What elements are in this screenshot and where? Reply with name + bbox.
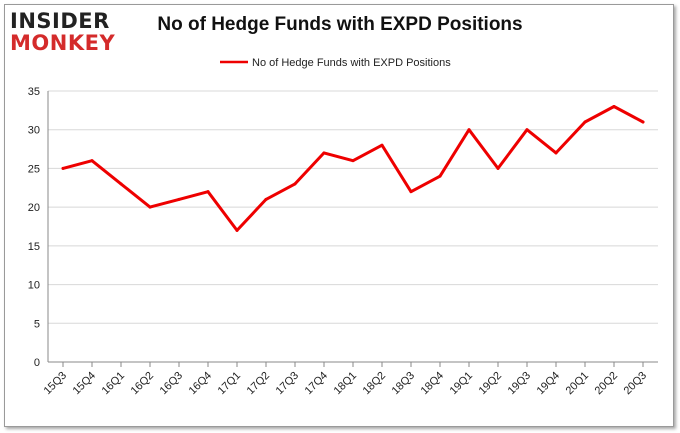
x-tick-label: 16Q4 bbox=[187, 370, 215, 398]
x-tick-label: 17Q3 bbox=[274, 370, 302, 398]
x-tick-label: 17Q1 bbox=[216, 370, 244, 398]
x-tick-label: 20Q3 bbox=[622, 370, 650, 398]
y-tick-label: 25 bbox=[28, 163, 40, 175]
x-tick-label: 19Q2 bbox=[477, 370, 505, 398]
data-point bbox=[351, 159, 355, 163]
x-tick-label: 17Q2 bbox=[245, 370, 273, 398]
x-tick-label: 20Q1 bbox=[564, 370, 592, 398]
y-tick-labels: 0 5 10 15 20 25 30 35 bbox=[28, 86, 40, 369]
x-tick-label: 19Q1 bbox=[448, 370, 476, 398]
data-point bbox=[641, 120, 645, 124]
x-tick-label: 19Q4 bbox=[535, 370, 563, 398]
x-tick-label: 15Q4 bbox=[71, 370, 99, 398]
x-tick-label: 18Q2 bbox=[361, 370, 389, 398]
data-point bbox=[293, 182, 297, 186]
x-tick-label: 18Q3 bbox=[390, 370, 418, 398]
legend-label: No of Hedge Funds with EXPD Positions bbox=[252, 57, 451, 69]
data-point bbox=[554, 151, 558, 155]
x-tick-label: 15Q3 bbox=[42, 370, 70, 398]
data-point bbox=[380, 143, 384, 147]
x-tick-label: 18Q1 bbox=[332, 370, 360, 398]
data-point bbox=[235, 228, 239, 232]
x-tick-label: 16Q2 bbox=[129, 370, 157, 398]
y-tick-label: 30 bbox=[28, 125, 40, 137]
legend: No of Hedge Funds with EXPD Positions bbox=[220, 57, 451, 69]
chart-title: No of Hedge Funds with EXPD Positions bbox=[157, 14, 523, 35]
y-tick-label: 5 bbox=[34, 318, 40, 330]
series-layer bbox=[61, 104, 645, 232]
y-tick-label: 20 bbox=[28, 202, 40, 214]
x-tick-label: 20Q2 bbox=[593, 370, 621, 398]
logo-line-2: MONKEY bbox=[10, 31, 116, 55]
y-tick-label: 10 bbox=[28, 280, 40, 292]
data-point bbox=[438, 174, 442, 178]
data-point bbox=[177, 197, 181, 201]
data-point bbox=[264, 197, 268, 201]
axes bbox=[47, 91, 658, 367]
data-point bbox=[612, 104, 616, 108]
x-tick-label: 17Q4 bbox=[303, 370, 331, 398]
data-point bbox=[496, 166, 500, 170]
data-point bbox=[90, 159, 94, 163]
data-point bbox=[467, 128, 471, 132]
data-point bbox=[148, 205, 152, 209]
data-point bbox=[322, 151, 326, 155]
y-tick-label: 0 bbox=[34, 357, 40, 369]
chart-frame bbox=[4, 4, 674, 427]
x-tick-label: 16Q1 bbox=[100, 370, 128, 398]
data-point bbox=[61, 166, 65, 170]
data-point bbox=[206, 190, 210, 194]
y-tick-label: 35 bbox=[28, 86, 40, 98]
x-tick-label: 16Q3 bbox=[158, 370, 186, 398]
data-point bbox=[119, 182, 123, 186]
data-point bbox=[525, 128, 529, 132]
x-tick-label: 18Q4 bbox=[419, 370, 447, 398]
insider-monkey-logo: INSIDER MONKEY bbox=[10, 10, 128, 56]
data-point bbox=[409, 190, 413, 194]
grid-lines bbox=[48, 90, 658, 363]
data-point bbox=[583, 120, 587, 124]
x-tick-labels: 15Q3 15Q4 16Q1 16Q2 16Q3 16Q4 17Q1 17Q2 17Q3 17Q4… bbox=[42, 370, 650, 398]
x-tick-label: 19Q3 bbox=[506, 370, 534, 398]
y-tick-label: 15 bbox=[28, 241, 40, 253]
logo-line-1: INSIDER bbox=[10, 9, 110, 33]
